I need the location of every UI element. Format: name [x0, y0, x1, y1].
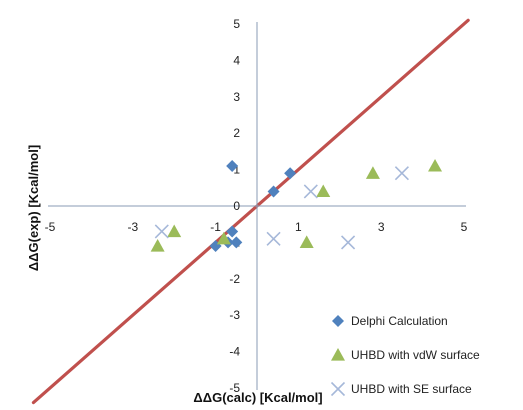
y-tick-label: -5	[229, 381, 240, 395]
y-tick-label: 1	[233, 163, 240, 177]
legend: Delphi Calculation UHBD with vdW surface U…	[330, 314, 480, 397]
data-point-x	[341, 235, 356, 250]
x-tick-label: 5	[461, 220, 468, 234]
data-point-x	[266, 231, 281, 246]
data-point-diamond	[284, 167, 297, 180]
y-axis-title: ΔΔG(exp) [Kcal/mol]	[26, 145, 41, 271]
data-point-diamond	[226, 225, 239, 238]
data-point-diamond	[226, 159, 239, 172]
axes	[48, 22, 466, 390]
series-triangle	[150, 158, 443, 252]
data-point-diamond	[267, 185, 280, 198]
data-point-x	[394, 166, 409, 181]
data-point-triangle	[216, 231, 231, 245]
legend-label: Delphi Calculation	[351, 314, 448, 328]
legend-label: UHBD with SE surface	[351, 382, 472, 396]
x-tick-label: -1	[210, 220, 221, 234]
y-tick-label: 0	[233, 199, 240, 213]
x-axis-title: ΔΔG(calc) [Kcal/mol]	[193, 390, 322, 405]
data-point-triangle	[150, 239, 165, 252]
reference-line-layer	[31, 18, 470, 405]
x-tick-label: -3	[127, 220, 138, 234]
y-tick-label: 3	[233, 90, 240, 104]
y-tick-label: -4	[229, 345, 240, 359]
x-tick-label: 1	[295, 220, 302, 234]
data-point-triangle	[316, 184, 331, 198]
y-tick-label: 2	[233, 126, 240, 140]
legend-entry: Delphi Calculation	[332, 314, 448, 328]
data-point-triangle	[365, 166, 380, 179]
series-x	[154, 166, 409, 250]
legend-entry: UHBD with SE surface	[330, 381, 472, 397]
legend-entry: UHBD with vdW surface	[331, 348, 480, 362]
legend-marker-triangle	[331, 348, 345, 361]
y-tick-label: -3	[229, 308, 240, 322]
data-point-x	[154, 224, 169, 239]
x-tick-label: 3	[378, 220, 385, 234]
data-point-triangle	[167, 224, 182, 238]
reference-line-y-equals-x	[31, 18, 470, 405]
legend-marker-diamond	[332, 315, 344, 327]
y-tick-label: 5	[233, 17, 240, 31]
data-point-triangle	[428, 158, 443, 172]
y-tick-label: 4	[233, 53, 240, 67]
legend-label: UHBD with vdW surface	[351, 348, 480, 362]
data-point-x	[303, 184, 318, 199]
data-point-triangle	[299, 235, 314, 248]
y-tick-label: -2	[229, 272, 240, 286]
data-points	[150, 158, 443, 253]
x-tick-label: -5	[45, 220, 56, 234]
legend-marker-x	[330, 381, 346, 397]
data-point-diamond	[230, 236, 243, 249]
